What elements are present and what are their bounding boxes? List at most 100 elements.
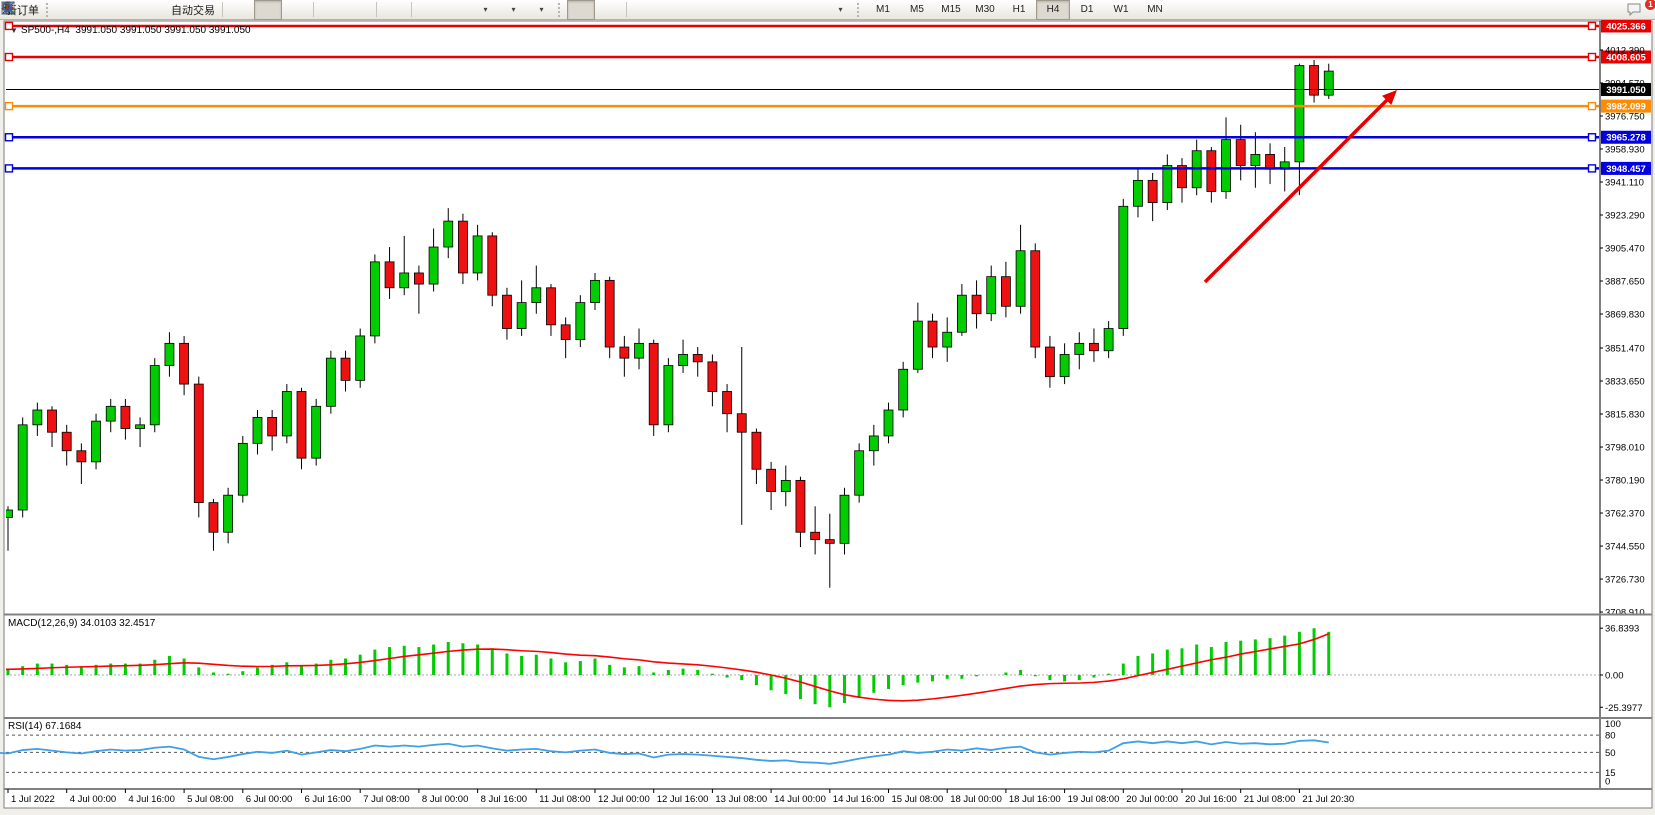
- candle-body: [575, 302, 586, 341]
- tile-windows-button[interactable]: [1, 0, 408, 20]
- zoom-in-button[interactable]: [2, 0, 345, 20]
- candle-body: [1118, 205, 1129, 329]
- candle-body: [795, 479, 806, 533]
- chart-shift-button[interactable]: [1, 0, 471, 20]
- line-handle[interactable]: [4, 164, 14, 173]
- text-tool-button[interactable]: A: [4, 0, 798, 20]
- candle-body: [6, 509, 13, 518]
- template-button[interactable]: ▾: [1, 0, 555, 20]
- price-badge-label: 3991.050: [1606, 85, 1646, 96]
- candle-body: [707, 361, 718, 392]
- search-button[interactable]: [2, 0, 1625, 20]
- line-handle[interactable]: [1587, 101, 1597, 111]
- price-chart[interactable]: 4025.366 4008.605 3991.050 3982.099 3965.278…: [0, 20, 1655, 815]
- time-tick-label: 14 Jul 00:00: [774, 794, 826, 805]
- candle-body: [487, 235, 498, 296]
- rsi-tick-label: 50: [1605, 748, 1616, 759]
- candles-layer: [6, 59, 1334, 588]
- line-handle[interactable]: [4, 21, 14, 31]
- candle-body: [883, 409, 894, 437]
- rsi-tick-label: 0: [1605, 777, 1610, 788]
- channel-tool-button[interactable]: E: [1, 0, 742, 20]
- line-handle[interactable]: [1587, 164, 1597, 173]
- auto-trading-button[interactable]: 自动交易: [2, 0, 219, 20]
- candlestick-chart-type-button[interactable]: [2, 0, 282, 20]
- price-tick-label: 3958.930: [1605, 145, 1645, 156]
- data-window-button[interactable]: [1, 0, 111, 20]
- bar-chart-type-button[interactable]: [2, 0, 254, 20]
- candle-body: [971, 294, 982, 315]
- line-handle[interactable]: [1587, 21, 1597, 31]
- crosshair-tool-button[interactable]: [1, 0, 623, 20]
- candle-body: [1015, 250, 1026, 307]
- time-tick-label: 19 Jul 08:00: [1068, 794, 1120, 805]
- timeframe-M15[interactable]: M15: [941, 4, 961, 15]
- trend-arrow[interactable]: [1203, 95, 1392, 284]
- toolbar-separator: [376, 2, 377, 17]
- timeframe-M1[interactable]: M1: [876, 4, 890, 15]
- price-badge: [1601, 130, 1651, 144]
- add-indicator-button[interactable]: ▾: [1, 0, 499, 20]
- candle-body: [810, 531, 821, 541]
- strategy-tester-button[interactable]: [2, 0, 139, 20]
- text-label-tool-button[interactable]: T: [1, 0, 826, 20]
- cursor-tool-button[interactable]: [5, 0, 595, 20]
- candle-body: [355, 335, 366, 381]
- price-badge-label: 4025.366: [1606, 21, 1646, 32]
- candle-body: [678, 354, 688, 366]
- timeframe-M30[interactable]: M30: [975, 4, 995, 15]
- trendline-tool-button[interactable]: [2, 0, 714, 20]
- time-tick-label: 6 Jul 00:00: [246, 794, 292, 805]
- line-handle[interactable]: [4, 52, 14, 62]
- time-tick-label: 11 Jul 08:00: [539, 794, 590, 805]
- period-button[interactable]: ▾: [2, 0, 527, 20]
- market-watch-button[interactable]: [0, 0, 83, 20]
- chart-window: 4025.366 4008.605 3991.050 3982.099 3965.278…: [0, 20, 1655, 815]
- timeframe-H4[interactable]: H4: [1036, 0, 1070, 20]
- line-handle[interactable]: [4, 101, 14, 111]
- timeframe-M5[interactable]: M5: [910, 4, 924, 15]
- price-tick-label: 3994.570: [1605, 79, 1645, 90]
- candle-body: [986, 276, 997, 315]
- candle-body: [472, 235, 483, 274]
- time-tick-label: 1 Jul 2022: [11, 794, 55, 805]
- candle-body: [1221, 139, 1231, 192]
- time-tick-label: 18 Jul 00:00: [950, 794, 1002, 805]
- price-tick-label: 3726.730: [1605, 575, 1645, 586]
- arrows-tool-button[interactable]: ▾: [3, 0, 854, 20]
- candle-body: [868, 435, 879, 452]
- time-tick-label: 8 Jul 16:00: [481, 794, 527, 805]
- candle-body: [751, 431, 762, 470]
- line-handle[interactable]: [1587, 133, 1597, 142]
- line-handle[interactable]: [4, 133, 14, 142]
- notifications-button[interactable]: 1: [1625, 0, 1655, 20]
- line-chart-type-button[interactable]: [1, 0, 310, 20]
- vertical-line-tool-button[interactable]: [7, 0, 658, 20]
- timeframe-MN[interactable]: MN: [1147, 4, 1163, 15]
- candle-body: [1206, 150, 1217, 192]
- candle-body: [1235, 139, 1246, 166]
- fibonacci-tool-button[interactable]: F: [2, 0, 770, 20]
- price-tick-label: 4012.390: [1605, 45, 1645, 56]
- time-tick-label: 21 Jul 20:30: [1302, 794, 1354, 805]
- terminal-button[interactable]: [1, 0, 167, 20]
- horizontal-line-tool-button[interactable]: [2, 0, 686, 20]
- candle-body: [502, 294, 512, 329]
- candle-body: [604, 279, 615, 348]
- price-tick-label: 3905.470: [1605, 244, 1645, 255]
- hlines-layer: 4025.366 4008.605 3991.050 3982.099 3965.278…: [4, 20, 1651, 175]
- time-tick-label: 4 Jul 16:00: [128, 794, 174, 805]
- line-handle[interactable]: [1587, 52, 1597, 62]
- candle-body: [267, 417, 278, 437]
- price-tick-label: 3941.110: [1605, 178, 1644, 189]
- rsi-tick-label: 100: [1605, 719, 1621, 730]
- candle-body: [458, 220, 468, 274]
- dropdown-arrow-icon: ▾: [838, 5, 843, 14]
- timeframe-W1[interactable]: W1: [1113, 4, 1129, 15]
- timeframe-D1[interactable]: D1: [1080, 4, 1094, 15]
- timeframe-H1[interactable]: H1: [1012, 4, 1026, 15]
- price-badge: [1601, 161, 1651, 175]
- chart-window-button[interactable]: [1, 0, 443, 20]
- zoom-out-button[interactable]: [2, 0, 373, 20]
- candle-body: [1059, 354, 1070, 378]
